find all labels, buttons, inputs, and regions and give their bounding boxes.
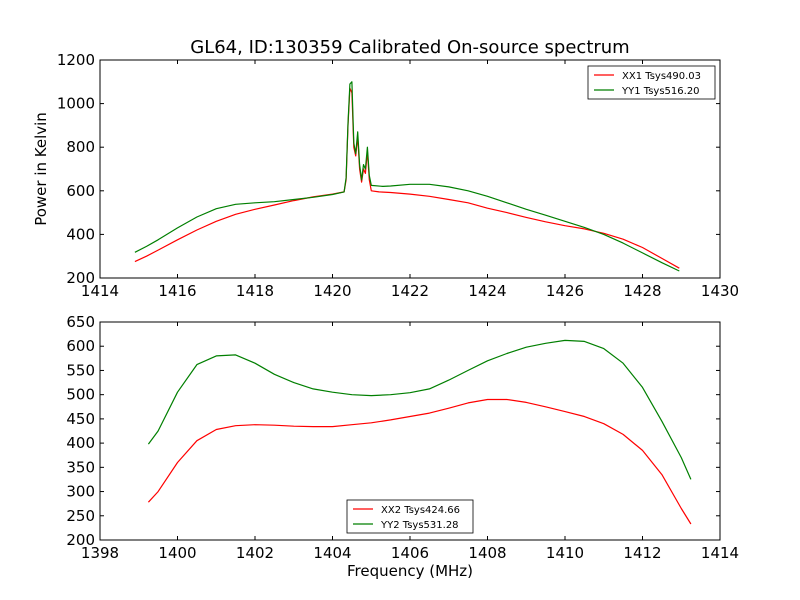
series-line-2 — [147, 339, 692, 480]
y-tick-label: 600 — [66, 337, 95, 355]
x-tick-label: 1400 — [158, 544, 196, 562]
bottom-panel: 1398 1400 1402 1404 1406 1408 1410 1412 1414 200 2… — [66, 313, 739, 580]
x-tick-label: 1424 — [468, 282, 506, 300]
y-axis-title: Power in Kelvin — [32, 112, 50, 226]
y-tick-label: 300 — [66, 483, 95, 501]
x-tick-label: 1422 — [391, 282, 429, 300]
top-panel: 1414 1416 1418 1420 1422 1424 1426 1428 1430 200 4… — [32, 51, 739, 300]
x-tick-label: 1418 — [236, 282, 274, 300]
y-tick-label: 800 — [66, 138, 95, 156]
y-tick-label: 200 — [66, 531, 95, 549]
series-line-1 — [147, 398, 692, 525]
series-line-2 — [134, 81, 680, 272]
x-tick-label: 1406 — [391, 544, 429, 562]
y-tick-label: 400 — [66, 434, 95, 452]
series-line-1 — [134, 87, 680, 269]
chart-title: GL64, ID:130359 Calibrated On-source spe… — [190, 37, 629, 58]
legend-label-2: YY1 Tsys516.20 — [621, 86, 700, 97]
y-tick-label: 350 — [66, 458, 95, 476]
x-tick-label: 1420 — [313, 282, 351, 300]
y-tick-label: 200 — [66, 269, 95, 287]
series-group — [134, 81, 680, 272]
x-tick-label: 1410 — [546, 544, 584, 562]
y-tick-label: 400 — [66, 225, 95, 243]
x-tick-label: 1416 — [158, 282, 196, 300]
x-tick-label: 1412 — [623, 544, 661, 562]
y-tick-label: 550 — [66, 361, 95, 379]
legend-box — [346, 499, 474, 534]
x-tick-label: 1430 — [701, 282, 739, 300]
x-tick-label: 1426 — [546, 282, 584, 300]
y-tick-label: 1000 — [57, 95, 95, 113]
x-tick-label: 1414 — [81, 282, 119, 300]
x-tick-label: 1404 — [313, 544, 351, 562]
y-tick-label: 600 — [66, 182, 95, 200]
x-tick-label: 1402 — [236, 544, 274, 562]
y-tick-label: 1200 — [57, 51, 95, 69]
y-tick-label: 500 — [66, 386, 95, 404]
x-axis-title: Frequency (MHz) — [347, 562, 473, 580]
legend-label-2: YY2 Tsys531.28 — [380, 520, 459, 531]
legend: XX2 Tsys424.66 YY2 Tsys531.28 — [346, 499, 474, 534]
x-tick-label: 1414 — [701, 544, 739, 562]
x-tick-label: 1428 — [623, 282, 661, 300]
x-tick-label: 1398 — [81, 544, 119, 562]
y-tick-label: 450 — [66, 410, 95, 428]
legend-label-1: XX2 Tsys424.66 — [381, 505, 460, 516]
series-group — [147, 339, 692, 525]
y-tick-label: 650 — [66, 313, 95, 331]
legend-label-1: XX1 Tsys490.03 — [622, 71, 701, 82]
x-tick-label: 1408 — [468, 544, 506, 562]
y-tick-label: 250 — [66, 507, 95, 525]
legend-box — [587, 65, 716, 100]
legend: XX1 Tsys490.03 YY1 Tsys516.20 — [587, 65, 716, 100]
